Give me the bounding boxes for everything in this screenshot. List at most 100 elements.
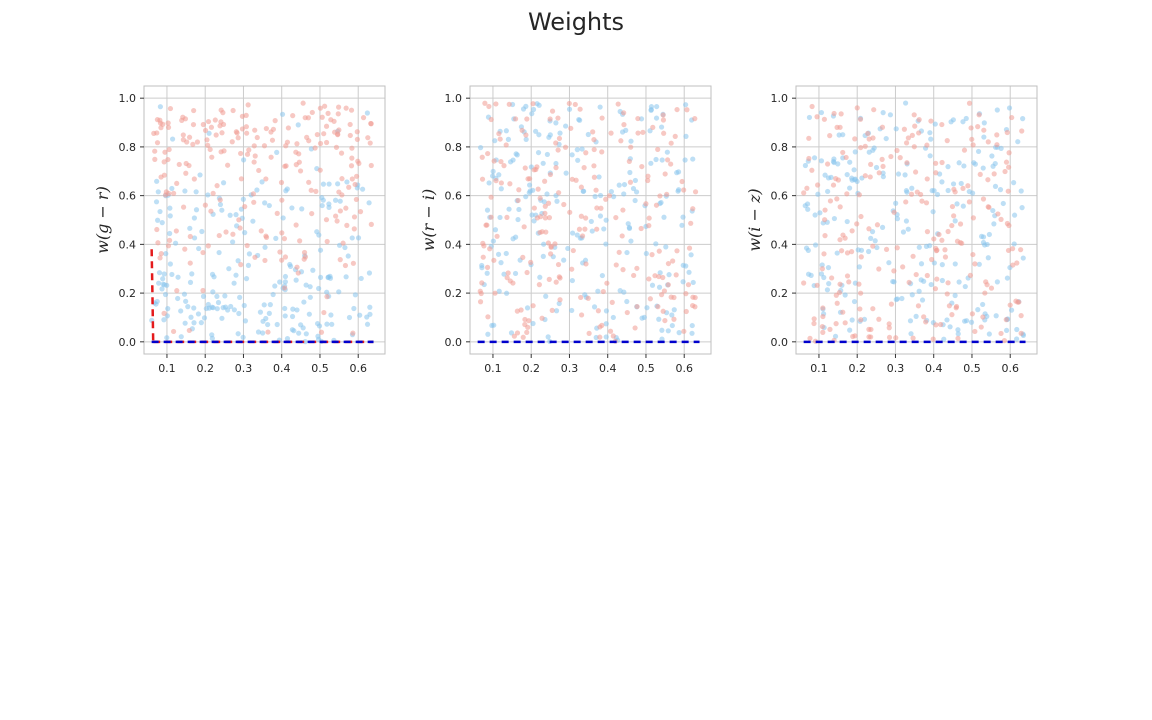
scatter-point-blue: [484, 270, 490, 276]
scatter-point-blue: [856, 264, 862, 270]
scatter-point-red: [154, 130, 160, 136]
scatter-point-red: [282, 285, 288, 291]
scatter-point-blue: [1020, 116, 1026, 122]
scatter-point-blue: [263, 315, 269, 322]
scatter-point-blue: [544, 151, 550, 158]
scatter-point-red: [335, 111, 341, 117]
scatter-point-blue: [818, 158, 825, 164]
scatter-point-blue: [501, 271, 507, 277]
scatter-point-red: [344, 222, 350, 228]
scatter-point-blue: [689, 330, 695, 336]
scatter-point-red: [903, 140, 910, 146]
y-tick-label: 0.4: [771, 238, 789, 251]
scatter-point-blue: [913, 313, 919, 319]
scatter-point-red: [526, 318, 532, 324]
scatter-point-blue: [627, 169, 633, 176]
scatter-point-red: [190, 121, 197, 128]
scatter-point-red: [683, 291, 689, 297]
scatter-point-red: [314, 131, 320, 138]
scatter-point-red: [856, 192, 862, 198]
scatter-point-red: [569, 266, 575, 272]
scatter-point-red: [242, 204, 248, 210]
scatter-point-blue: [320, 181, 327, 187]
scatter-point-blue: [346, 314, 353, 321]
scatter-point-blue: [159, 220, 165, 226]
scatter-point-red: [355, 158, 361, 164]
scatter-point-red: [620, 267, 626, 273]
scatter-point-red: [849, 249, 855, 255]
scatter-point-blue: [825, 188, 831, 195]
scatter-point-blue: [648, 107, 654, 113]
scatter-point-blue: [257, 309, 264, 315]
scatter-point-red: [360, 115, 367, 121]
scatter-point-red: [191, 176, 197, 182]
scatter-point-red: [496, 131, 502, 137]
scatter-point-blue: [812, 242, 819, 248]
scatter-point-red: [951, 213, 957, 219]
scatter-point-red: [566, 100, 572, 107]
scatter-point-blue: [349, 235, 355, 241]
scatter-point-red: [858, 213, 864, 220]
scatter-point-red: [528, 259, 534, 265]
scatter-point-red: [975, 124, 981, 130]
scatter-point-blue: [261, 302, 267, 308]
scatter-point-red: [661, 288, 668, 294]
scatter-point-red: [837, 237, 843, 243]
scatter-point-blue: [505, 136, 512, 142]
scatter-point-blue: [960, 203, 966, 209]
scatter-point-blue: [847, 185, 853, 191]
scatter-point-red: [865, 130, 871, 137]
scatter-point-blue: [610, 314, 616, 321]
scatter-point-red: [949, 203, 956, 210]
scatter-point-red: [252, 127, 258, 133]
scatter-point-blue: [175, 274, 181, 280]
scatter-point-blue: [282, 279, 288, 285]
scatter-point-red: [504, 214, 510, 220]
scatter-point-blue: [869, 229, 876, 235]
scatter-point-red: [837, 204, 843, 210]
scatter-point-red: [1018, 247, 1024, 253]
scatter-point-red: [914, 189, 920, 195]
scatter-point-blue: [948, 119, 954, 125]
scatter-point-red: [244, 242, 250, 249]
scatter-point-blue: [621, 181, 628, 188]
scatter-point-red: [905, 135, 911, 141]
scatter-point-red: [886, 321, 892, 327]
scatter-point-blue: [343, 274, 349, 280]
scatter-point-red: [911, 112, 917, 118]
scatter-point-red: [296, 159, 302, 165]
scatter-point-red: [640, 129, 646, 135]
scatter-point-red: [827, 198, 834, 204]
scatter-point-red: [862, 143, 868, 149]
scatter-point-blue: [553, 308, 560, 314]
scatter-point-blue: [524, 305, 531, 311]
scatter-point-blue: [496, 172, 502, 178]
scatter-point-red: [653, 202, 660, 208]
scatter-point-red: [479, 154, 485, 160]
scatter-point-red: [921, 314, 927, 320]
scatter-point-red: [346, 184, 352, 190]
x-tick-label: 0.4: [925, 362, 943, 375]
scatter-point-red: [295, 270, 301, 276]
scatter-point-red: [903, 199, 909, 205]
scatter-point-red: [270, 126, 277, 132]
scatter-point-red: [167, 105, 174, 112]
scatter-point-red: [274, 210, 280, 216]
scatter-point-red: [688, 220, 694, 226]
scatter-point-red: [886, 325, 892, 331]
scatter-point-red: [876, 170, 882, 176]
scatter-point-red: [323, 123, 330, 129]
scatter-point-red: [954, 238, 961, 244]
scatter-point-blue: [182, 188, 188, 194]
scatter-point-blue: [945, 164, 951, 170]
scatter-point-blue: [628, 138, 634, 144]
scatter-point-red: [891, 268, 897, 274]
scatter-point-red: [660, 117, 667, 123]
scatter-point-blue: [317, 274, 324, 280]
scatter-point-blue: [802, 162, 809, 169]
scatter-point-red: [543, 229, 549, 235]
scatter-point-red: [944, 291, 950, 297]
scatter-point-blue: [815, 191, 821, 197]
scatter-point-red: [955, 335, 961, 341]
scatter-point-blue: [172, 240, 179, 246]
